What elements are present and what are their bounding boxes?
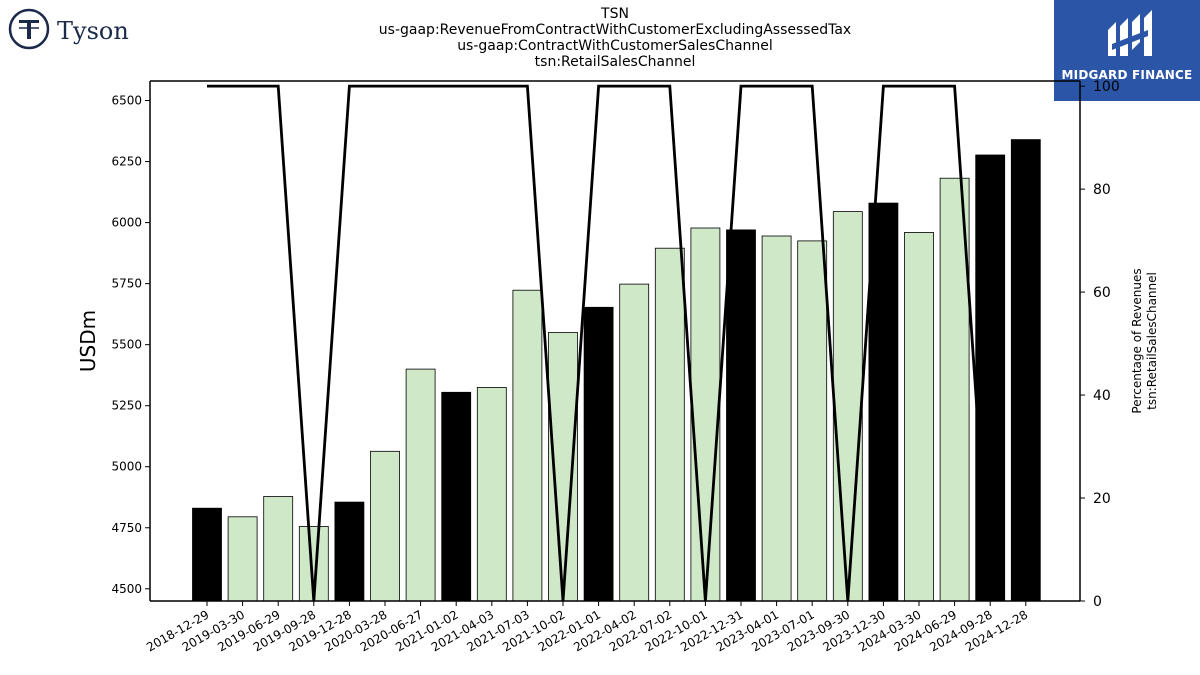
bar-2020-06-27 (405, 368, 436, 602)
bar-2024-03-30 (904, 231, 934, 602)
bar-2024-09-28 (975, 154, 1006, 602)
y-tick-label-6250: 6250 (111, 155, 142, 169)
y-tick-label-5500: 5500 (111, 338, 142, 352)
bar-2021-04-03 (476, 386, 507, 602)
midgard-logo-icon (1108, 10, 1152, 56)
bar-2021-01-02 (441, 391, 472, 602)
bar-2019-12-28 (334, 501, 365, 602)
bar-2019-03-30 (227, 516, 258, 602)
y2-tick-label-80: 80 (1093, 182, 1111, 198)
y2-axis-label-line-1: Percentage of Revenues (1130, 268, 1144, 413)
tyson-logo-text: Tyson (57, 17, 129, 45)
tyson-logo: Tyson (8, 6, 148, 54)
y-tick-label-5250: 5250 (111, 399, 142, 413)
title-member: tsn:RetailSalesChannel (534, 54, 696, 70)
bar-2024-12-28 (1010, 139, 1041, 602)
y-tick-label-5000: 5000 (111, 460, 142, 474)
title-ticker: TSN (601, 6, 629, 22)
tyson-logo-icon: Tyson (8, 8, 129, 50)
y-tick-label-4750: 4750 (111, 521, 142, 535)
bar-2023-04-01 (761, 235, 792, 602)
percentage-line (207, 84, 992, 602)
bar-2024-06-29 (939, 177, 970, 602)
y2-axis-label-line-2: tsn:RetailSalesChannel (1145, 272, 1159, 410)
bar-2022-07-02 (654, 247, 685, 602)
bar-2022-10-01 (690, 227, 721, 602)
y2-tick-label-100: 100 (1093, 79, 1120, 95)
bar-2023-09-30 (832, 211, 863, 602)
bar-2023-07-01 (797, 240, 828, 602)
y-tick-label-6500: 6500 (111, 94, 142, 108)
bar-2020-03-28 (370, 450, 400, 602)
title-axis: us-gaap:ContractWithCustomerSalesChannel (457, 38, 773, 54)
y-axis-label: USDm (76, 310, 100, 372)
midgard-logo: MIDGARD FINANCE (1054, 0, 1200, 101)
y-tick-label-4500: 4500 (111, 582, 142, 596)
y-tick-label-5750: 5750 (111, 277, 142, 291)
title-concept: us-gaap:RevenueFromContractWithCustomerE… (378, 22, 852, 38)
bar-2018-12-29 (192, 507, 222, 602)
bar-2021-07-03 (512, 289, 543, 602)
y-tick-label-6000: 6000 (111, 216, 142, 230)
bar-2019-06-29 (263, 496, 294, 602)
midgard-logo-text: MIDGARD FINANCE (1061, 68, 1193, 82)
bar-2022-12-31 (726, 229, 756, 602)
bar-2022-04-02 (619, 283, 650, 602)
bar-2022-01-01 (583, 306, 614, 602)
y2-tick-label-0: 0 (1093, 594, 1102, 610)
bar-2023-12-30 (868, 202, 899, 602)
y2-tick-label-40: 40 (1093, 388, 1111, 404)
y2-tick-label-20: 20 (1093, 491, 1111, 507)
chart-title: TSN us-gaap:RevenueFromContractWithCusto… (300, 6, 930, 70)
y2-tick-label-60: 60 (1093, 285, 1111, 301)
